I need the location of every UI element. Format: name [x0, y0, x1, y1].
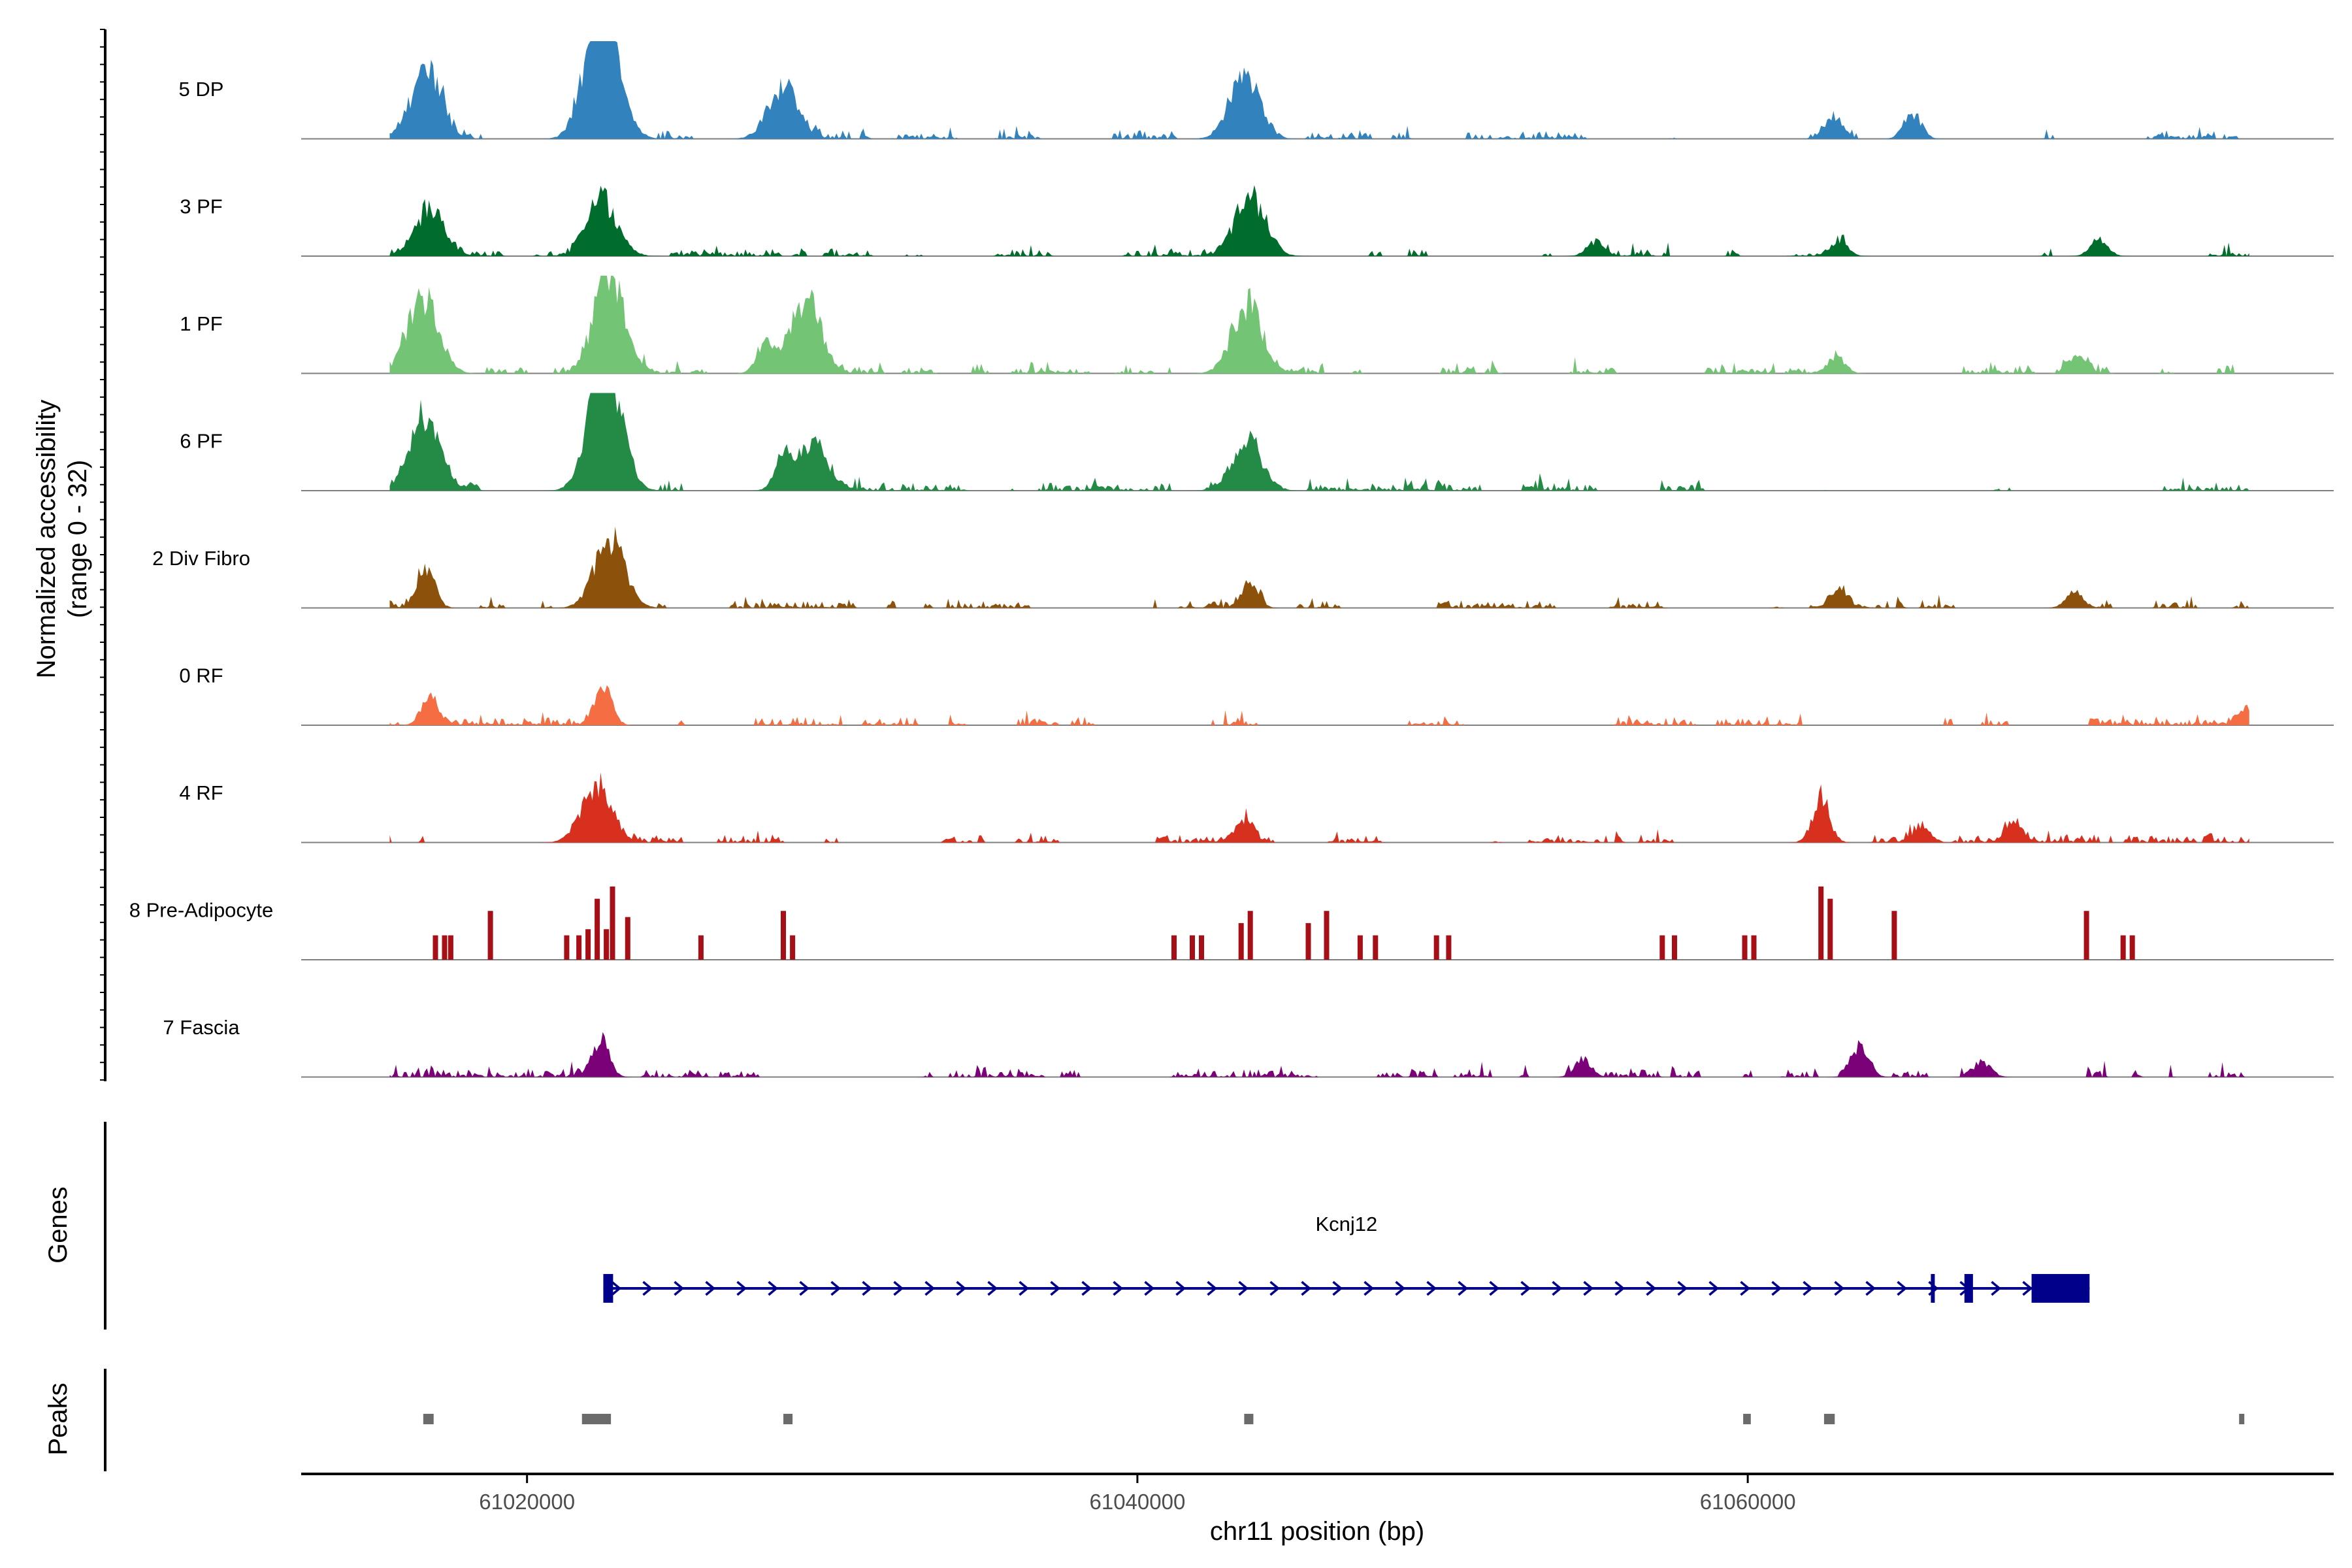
strand-arrow [674, 1281, 685, 1296]
peak-region [581, 1414, 612, 1424]
coverage-area [389, 685, 2249, 725]
strand-arrow [1834, 1281, 1845, 1296]
strand-arrow [862, 1281, 873, 1296]
gene-exon [603, 1274, 613, 1303]
peaks-track [423, 1414, 2245, 1424]
y-axis-title: Normalized accessibility (range 0 - 32) [32, 400, 92, 679]
coverage-area [389, 185, 2249, 256]
strand-arrow [1081, 1281, 1092, 1296]
track-4-rf: 4 RF [179, 772, 2334, 843]
strand-arrow [1301, 1281, 1312, 1296]
track-label: 1 PF [180, 312, 222, 335]
strand-arrow [1207, 1281, 1218, 1296]
track-2-div-fibro: 2 Div Fibro [152, 527, 2334, 609]
genes-track: Kcnj12 [603, 1213, 2090, 1303]
strand-arrow [1019, 1281, 1030, 1296]
strand-arrow [768, 1281, 779, 1296]
strand-arrow [1708, 1281, 1720, 1296]
track-5-dp: 5 DP [179, 41, 2334, 140]
peak-region [783, 1414, 793, 1424]
coverage-area [433, 886, 2135, 960]
strand-arrow [1552, 1281, 1563, 1296]
coverage-area [389, 276, 2249, 374]
strand-arrow [736, 1281, 747, 1296]
track-label: 0 RF [179, 664, 223, 687]
coverage-y-axis-ticks [100, 29, 105, 1081]
x-tick-label: 61020000 [479, 1490, 575, 1514]
strand-arrow [987, 1281, 998, 1296]
track-8-pre-adipocyte: 8 Pre-Adipocyte [129, 886, 2334, 960]
strand-arrow [1520, 1281, 1531, 1296]
strand-arrow [1050, 1281, 1061, 1296]
strand-arrow [611, 1281, 622, 1296]
strand-arrow [1740, 1281, 1751, 1296]
track-label: 2 Div Fibro [152, 547, 250, 570]
gene-label: Kcnj12 [1315, 1213, 1377, 1235]
coverage-area [389, 393, 2249, 491]
strand-arrow [1771, 1281, 1782, 1296]
track-label: 5 DP [179, 78, 224, 101]
track-label: 4 RF [179, 781, 223, 804]
track-label: 3 PF [180, 195, 222, 218]
coverage-area [389, 1032, 2249, 1077]
strand-arrow [1458, 1281, 1469, 1296]
genes-track-title: Genes [44, 1186, 73, 1264]
peak-region [1244, 1414, 1254, 1424]
peak-region [423, 1414, 434, 1424]
coverage-area [389, 772, 2249, 843]
strand-arrow [1395, 1281, 1406, 1296]
peak-region [1823, 1414, 1835, 1424]
track-7-fascia: 7 Fascia [163, 1016, 2334, 1078]
strand-arrow [1991, 1281, 2002, 1296]
track-label: 6 PF [180, 430, 222, 453]
x-axis-title: chr11 position (bp) [1210, 1517, 1424, 1546]
strand-arrow [642, 1281, 653, 1296]
strand-arrow [1144, 1281, 1155, 1296]
track-0-rf: 0 RF [179, 664, 2334, 726]
y-axis-title-line2: (range 0 - 32) [63, 460, 92, 618]
strand-arrow [830, 1281, 841, 1296]
strand-arrow [1865, 1281, 1876, 1296]
strand-arrow [1646, 1281, 1657, 1296]
strand-arrow [956, 1281, 967, 1296]
strand-arrow [705, 1281, 716, 1296]
gene-exon [2031, 1274, 2090, 1303]
peak-region [1743, 1414, 1751, 1424]
gene-exon [1931, 1274, 1935, 1303]
peak-region [2239, 1414, 2245, 1424]
track-label: 7 Fascia [163, 1016, 240, 1039]
strand-arrow [1364, 1281, 1375, 1296]
strand-arrow [2022, 1281, 2033, 1296]
strand-arrow [1614, 1281, 1625, 1296]
peaks-track-title: Peaks [44, 1382, 73, 1455]
strand-arrow [1238, 1281, 1249, 1296]
strand-arrow [1897, 1281, 1908, 1296]
x-axis-ticks: 61020000 61040000 61060000 [479, 1474, 1796, 1514]
gene-exon [1964, 1274, 1973, 1303]
strand-arrow [924, 1281, 936, 1296]
strand-arrow [1269, 1281, 1281, 1296]
strand-arrow [893, 1281, 904, 1296]
strand-arrow [1489, 1281, 1500, 1296]
track-3-pf: 3 PF [180, 185, 2334, 257]
strand-arrow [1583, 1281, 1594, 1296]
strand-arrow [1113, 1281, 1124, 1296]
strand-arrow [1677, 1281, 1688, 1296]
coverage-area [389, 41, 2249, 139]
coverage-area [389, 527, 2249, 608]
x-tick-label: 61060000 [1700, 1490, 1796, 1514]
track-6-pf: 6 PF [180, 393, 2334, 491]
strand-arrow [1803, 1281, 1814, 1296]
strand-arrow [799, 1281, 810, 1296]
strand-arrow [1426, 1281, 1437, 1296]
coverage-tracks: 5 DP 3 PF 1 PF 6 PF 2 Div Fibro 0 RF 4 RF 8 Pre… [129, 41, 2334, 1078]
y-axis-title-line1: Normalized accessibility [32, 400, 61, 679]
track-1-pf: 1 PF [180, 276, 2334, 374]
x-tick-label: 61040000 [1089, 1490, 1185, 1514]
strand-arrow [1175, 1281, 1186, 1296]
track-label: 8 Pre-Adipocyte [129, 899, 274, 922]
strand-arrow [1332, 1281, 1343, 1296]
